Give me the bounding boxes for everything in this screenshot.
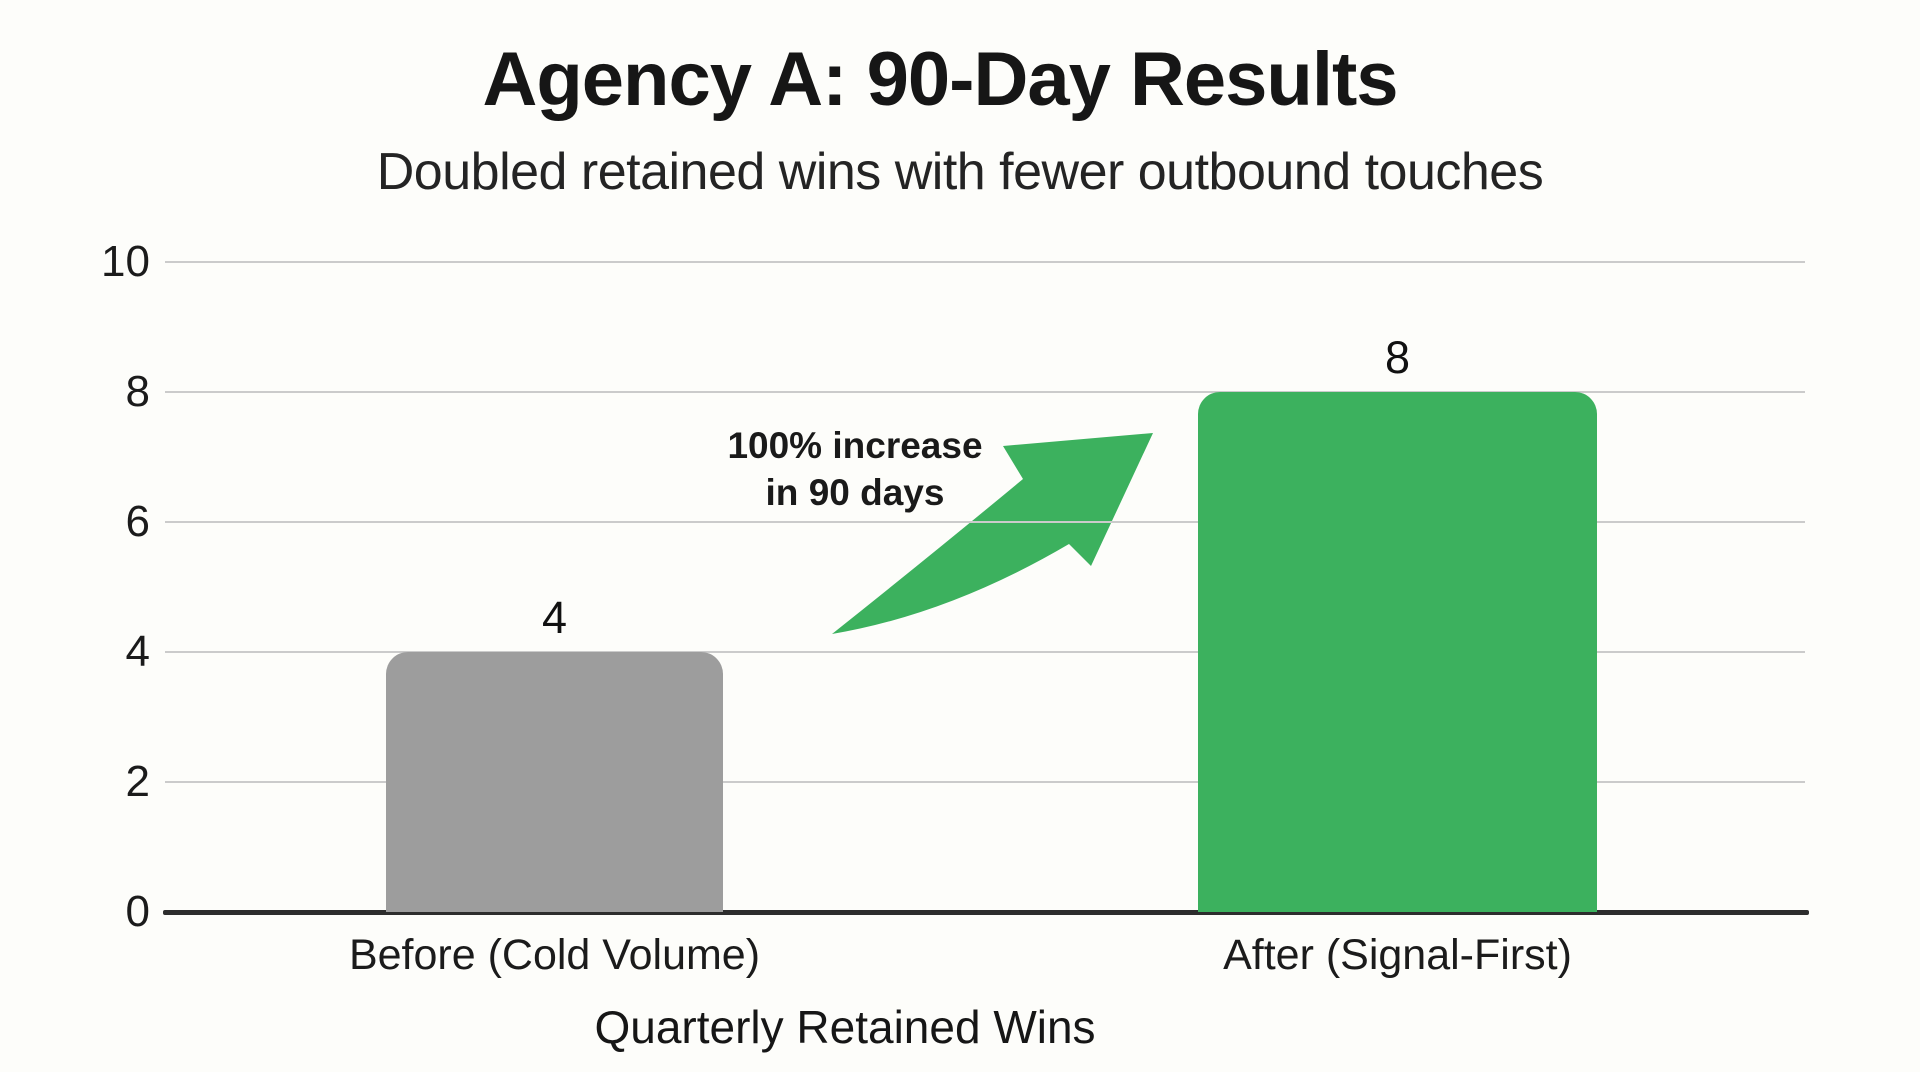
gridline-y-2 xyxy=(165,781,1805,783)
increase-annotation: 100% increase in 90 days xyxy=(655,422,1055,516)
bar-value-label-before-cold-volume: 4 xyxy=(541,592,568,643)
y-tick-label-8: 8 xyxy=(125,367,150,416)
category-label-after-signal-first: After (Signal-First) xyxy=(1223,931,1572,979)
growth-arrow-icon xyxy=(832,433,1153,634)
bar-value-label-after-signal-first: 8 xyxy=(1384,332,1411,383)
gridline-y-4 xyxy=(165,651,1805,653)
bar-after-signal-first xyxy=(1198,392,1597,912)
gridline-y-10 xyxy=(165,261,1805,263)
gridline-y-8 xyxy=(165,391,1805,393)
gridline-y-6 xyxy=(165,521,1805,523)
annotation-line-1: 100% increase xyxy=(727,425,983,466)
y-tick-label-2: 2 xyxy=(125,757,150,806)
x-axis-line xyxy=(163,910,1809,915)
category-label-before-cold-volume: Before (Cold Volume) xyxy=(348,931,761,979)
chart-subtitle: Doubled retained wins with fewer outboun… xyxy=(376,143,1544,201)
x-axis-title: Quarterly Retained Wins xyxy=(594,1001,1096,1053)
annotation-line-2: in 90 days xyxy=(765,472,945,513)
y-tick-label-4: 4 xyxy=(125,627,150,676)
bar-before-cold-volume xyxy=(386,652,723,912)
chart-title: Agency A: 90-Day Results xyxy=(482,37,1398,122)
y-tick-label-10: 10 xyxy=(101,237,150,286)
y-tick-label-6: 6 xyxy=(125,497,150,546)
y-tick-label-0: 0 xyxy=(125,887,150,936)
